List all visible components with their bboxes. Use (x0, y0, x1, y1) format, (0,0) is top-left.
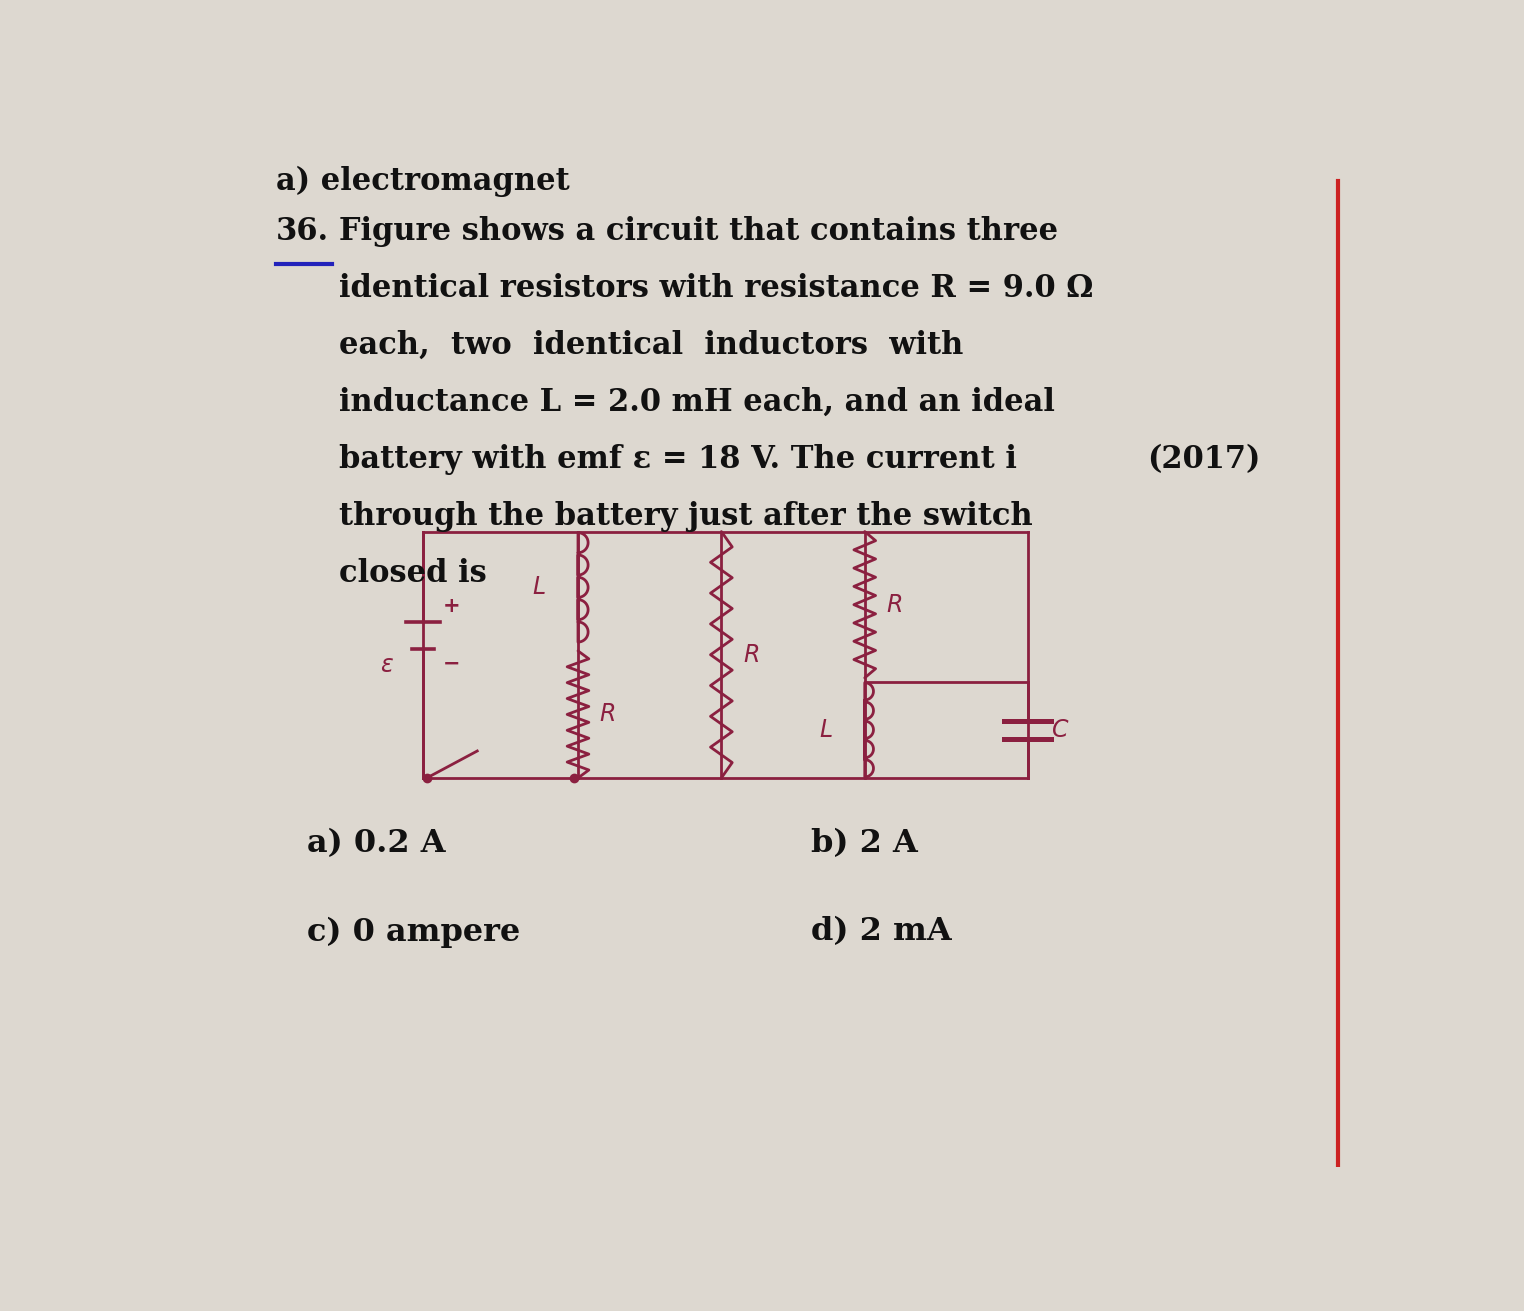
Text: ε: ε (381, 653, 393, 678)
Text: +: + (443, 597, 460, 616)
Text: each,  two  identical  inductors  with: each, two identical inductors with (340, 330, 963, 361)
Text: R: R (887, 593, 902, 616)
Text: C: C (1052, 718, 1068, 742)
Text: a) electromagnet: a) electromagnet (276, 165, 570, 197)
Text: through the battery just after the switch: through the battery just after the switc… (340, 501, 1033, 532)
Text: R: R (600, 703, 616, 726)
Text: d) 2 mA: d) 2 mA (811, 916, 951, 948)
Text: closed is: closed is (340, 557, 488, 589)
Text: R: R (744, 642, 759, 667)
Text: −: − (443, 653, 460, 674)
Text: L: L (532, 576, 546, 599)
Text: 36.: 36. (276, 216, 329, 246)
Text: (2017): (2017) (1146, 443, 1260, 475)
Text: L: L (818, 718, 832, 742)
Text: identical resistors with resistance R = 9.0 Ω: identical resistors with resistance R = … (340, 273, 1094, 304)
Text: inductance L = 2.0 mH each, and an ideal: inductance L = 2.0 mH each, and an ideal (340, 387, 1055, 418)
Text: c) 0 ampere: c) 0 ampere (306, 916, 520, 948)
Text: Figure shows a circuit that contains three: Figure shows a circuit that contains thr… (340, 216, 1059, 246)
Text: a) 0.2 A: a) 0.2 A (306, 827, 445, 859)
Text: battery with emf ε = 18 V. The current i: battery with emf ε = 18 V. The current i (340, 443, 1017, 475)
Text: b) 2 A: b) 2 A (811, 827, 917, 859)
